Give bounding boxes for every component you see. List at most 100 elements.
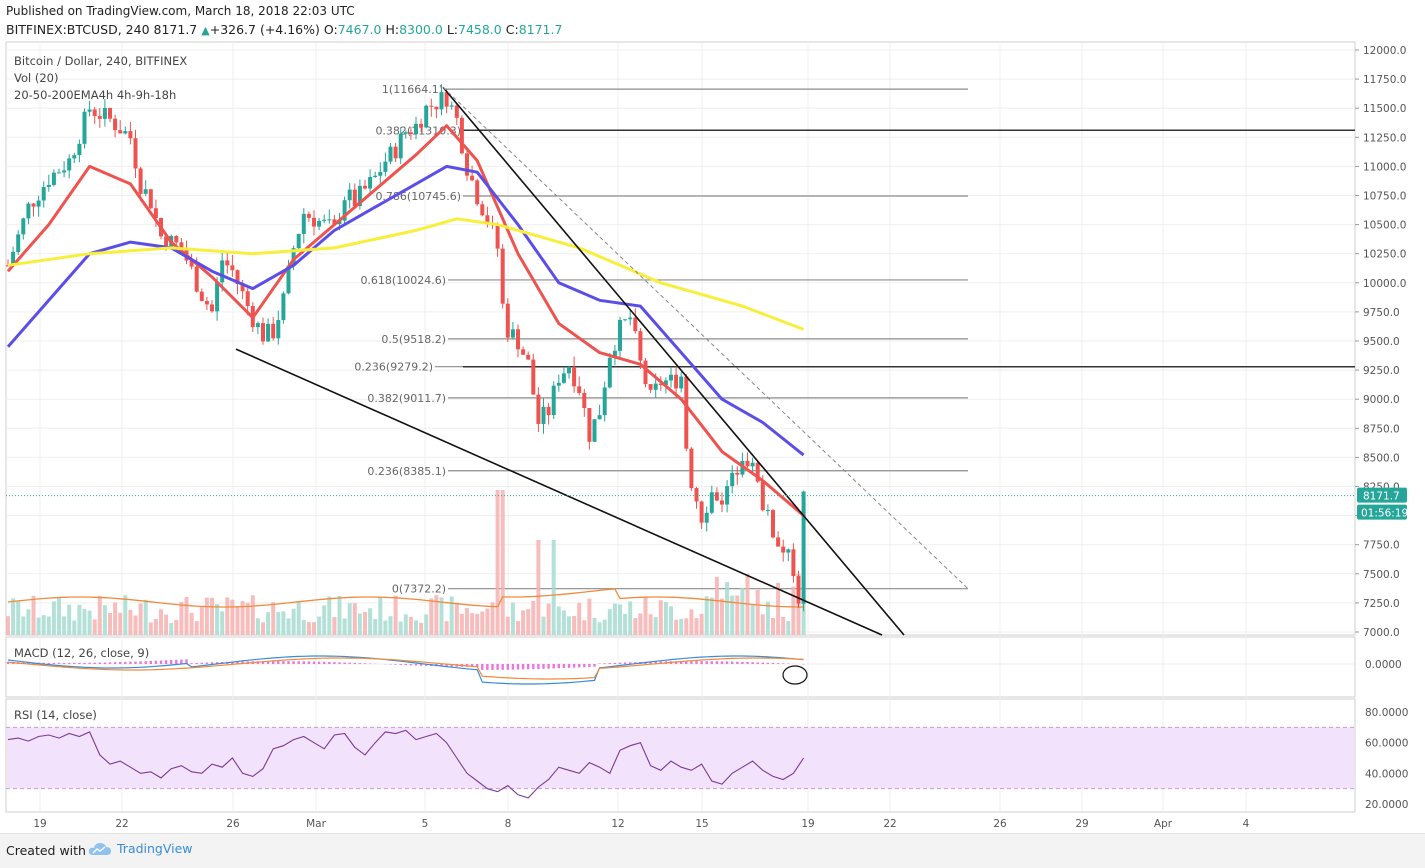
- macd-histogram-bar: [777, 663, 779, 664]
- macd-histogram-bar: [762, 663, 764, 664]
- candle-body: [409, 132, 413, 134]
- volume-bar: [526, 609, 530, 635]
- volume-bar: [649, 614, 653, 635]
- candle-body: [123, 131, 127, 133]
- volume-bar: [705, 596, 709, 635]
- candle-body: [98, 116, 102, 119]
- macd-histogram-bar: [124, 662, 126, 664]
- candle-body: [128, 131, 132, 138]
- volume-bar: [98, 596, 102, 635]
- volume-bar: [557, 606, 561, 635]
- upper-trendline: [443, 87, 904, 635]
- macd-histogram-bar: [695, 661, 697, 664]
- candle-body: [88, 109, 92, 111]
- macd-histogram-bar: [53, 663, 55, 664]
- volume-bar: [552, 540, 556, 635]
- volume-bar: [669, 606, 673, 635]
- volume-bar: [348, 603, 352, 635]
- macd-histogram-bar: [537, 664, 539, 669]
- candle-body: [353, 190, 357, 206]
- candle-body: [598, 415, 602, 419]
- volume-bar: [766, 602, 770, 635]
- candle-body: [103, 108, 107, 119]
- candle-body: [373, 176, 377, 177]
- footer-bar: Created with TradingView: [0, 833, 1425, 868]
- macd-histogram-bar: [63, 663, 65, 664]
- volume-bar: [659, 600, 663, 635]
- volume-bar: [215, 604, 219, 635]
- macd-histogram-bar: [292, 661, 294, 664]
- volume-bar: [695, 618, 699, 635]
- candle-body: [674, 375, 678, 389]
- volume-bar: [21, 616, 25, 635]
- macd-histogram-bar: [721, 661, 723, 664]
- volume-bar: [149, 622, 153, 635]
- candle-body: [450, 105, 454, 106]
- candle-body: [220, 260, 224, 282]
- price-tick-label: 11000.0: [1363, 161, 1406, 173]
- candle-body: [577, 386, 581, 393]
- volume-bar: [225, 597, 229, 635]
- candle-body: [567, 367, 571, 374]
- volume-bar: [618, 604, 622, 635]
- price-tag-label: 8171.7: [1363, 491, 1400, 503]
- candle-body: [735, 473, 739, 475]
- candle-body: [414, 124, 418, 134]
- macd-histogram-bar: [415, 664, 417, 666]
- candle-body: [363, 186, 367, 189]
- fib-level-label: 0(7372.2): [392, 583, 446, 596]
- price-tick-label: 8500.0: [1363, 452, 1400, 464]
- volume-bar: [363, 612, 367, 635]
- tradingview-link[interactable]: TradingView: [88, 841, 193, 856]
- volume-bar: [312, 622, 316, 635]
- volume-bar: [450, 596, 454, 635]
- candle-body: [404, 132, 408, 133]
- volume-bar: [542, 617, 546, 635]
- volume-bar: [389, 616, 393, 635]
- rsi-tick-label: 40.0000: [1365, 768, 1408, 780]
- tradingview-brand: TradingView: [117, 841, 193, 856]
- candle-body: [256, 323, 260, 327]
- candle-body: [720, 501, 724, 505]
- price-tick-label: 12000.0: [1363, 45, 1406, 57]
- macd-histogram-bar: [410, 664, 412, 665]
- macd-histogram-bar: [624, 662, 626, 664]
- macd-histogram-bar: [609, 663, 611, 664]
- volume-bar: [440, 597, 444, 635]
- macd-histogram-bar: [757, 662, 759, 664]
- candle-body: [542, 407, 546, 424]
- candle-body: [271, 324, 275, 339]
- time-tick-label: 4: [1243, 818, 1250, 830]
- volume-bar: [791, 587, 795, 635]
- volume-bar: [664, 602, 668, 635]
- candle-body: [67, 158, 71, 170]
- chart-legend-title: Bitcoin / Dollar, 240, BITFINEX: [14, 54, 187, 68]
- volume-bar: [281, 611, 285, 635]
- time-tick-label: 22: [115, 818, 128, 830]
- volume-bar: [77, 605, 81, 635]
- macd-histogram-bar: [563, 664, 565, 668]
- candle-body: [511, 329, 515, 337]
- macd-histogram-bar: [700, 661, 702, 664]
- candle-body: [297, 234, 301, 248]
- volume-bar: [42, 615, 46, 635]
- volume-bar: [460, 614, 464, 635]
- macd-histogram-bar: [553, 664, 555, 668]
- volume-bar: [409, 617, 413, 635]
- macd-histogram-bar: [196, 663, 198, 664]
- rsi-tick-label: 80.0000: [1365, 707, 1408, 719]
- candle-body: [144, 189, 148, 194]
- candle-body: [536, 395, 540, 424]
- candle-body: [113, 119, 117, 130]
- candle-body: [695, 488, 699, 501]
- time-tick-label: 5: [422, 818, 429, 830]
- volume-bar: [756, 590, 760, 635]
- time-tick-label: 12: [611, 818, 624, 830]
- rsi-tick-label: 60.0000: [1365, 738, 1408, 750]
- macd-histogram-bar: [175, 660, 177, 664]
- chart-canvas[interactable]: 1(11664.1)0.382(11310.3)0.786(10745.6)0.…: [0, 0, 1425, 833]
- volume-bar: [751, 604, 755, 635]
- candle-body: [57, 172, 61, 173]
- price-tick-label: 9250.0: [1363, 365, 1400, 377]
- macd-histogram-bar: [690, 661, 692, 664]
